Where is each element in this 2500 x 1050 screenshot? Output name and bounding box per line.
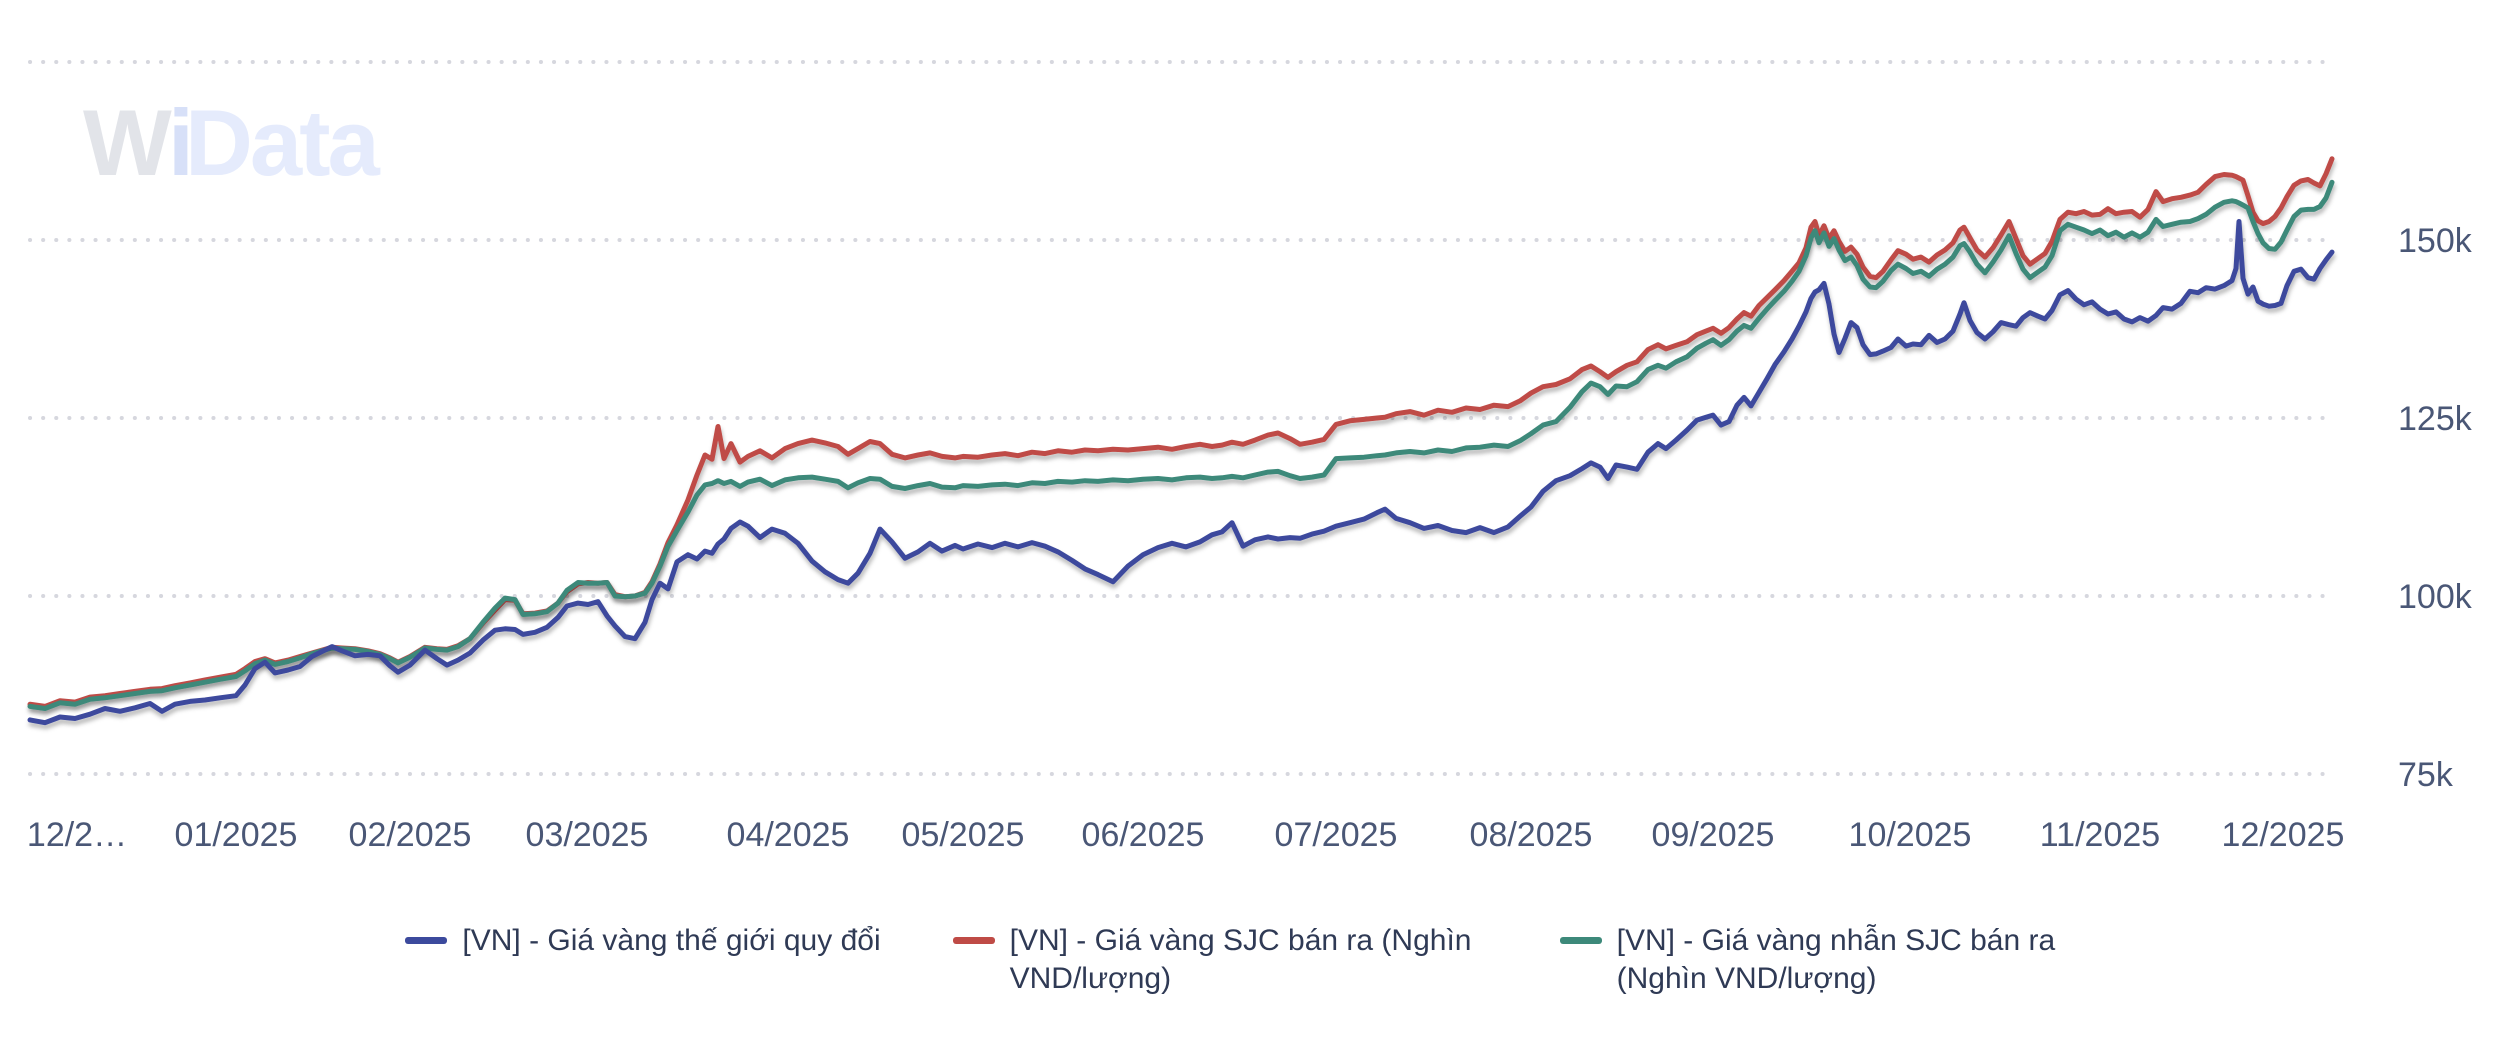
x-axis-label-122025: 12/2025 bbox=[2222, 816, 2345, 854]
watermark-word-data: Data bbox=[185, 90, 380, 195]
x-axis-label-032025: 03/2025 bbox=[526, 816, 649, 854]
watermark-letter-i: i bbox=[167, 90, 194, 195]
legend-item-world[interactable]: [VN] - Giá vàng thế giới quy đổi bbox=[405, 922, 881, 960]
legend-marker-sjc_bar bbox=[952, 937, 995, 944]
legend-item-sjc_ring[interactable]: [VN] - Giá vàng nhẫn SJC bán ra (Nghìn V… bbox=[1559, 922, 2095, 998]
legend-marker-world bbox=[405, 937, 448, 944]
x-axis-label-092025: 09/2025 bbox=[1652, 816, 1775, 854]
legend-marker-sjc_ring bbox=[1559, 937, 1602, 944]
series-line-sjc_ring bbox=[27, 179, 2335, 711]
y-axis-label-75k: 75k bbox=[2398, 756, 2454, 794]
y-axis-label-125k: 125k bbox=[2398, 400, 2473, 438]
x-axis-label-052025: 05/2025 bbox=[902, 816, 1025, 854]
y-axis-labels: 150k 125k 100k 75k bbox=[2398, 222, 2473, 794]
x-axis-label-102025: 10/2025 bbox=[1849, 816, 1972, 854]
y-axis-label-150k: 150k bbox=[2398, 222, 2473, 260]
x-axis-label-112025: 11/2025 bbox=[2040, 816, 2160, 854]
legend-label-sjc_ring: [VN] - Giá vàng nhẫn SJC bán ra (Nghìn V… bbox=[1616, 924, 2056, 995]
x-axis-label-022025: 02/2025 bbox=[349, 816, 472, 854]
y-axis-label-100k: 100k bbox=[2398, 578, 2473, 616]
legend-label-world: [VN] - Giá vàng thế giới quy đổi bbox=[462, 924, 881, 957]
chart-legend: [VN] - Giá vàng thế giới quy đổi [VN] - G… bbox=[0, 922, 2500, 998]
horizontal-gridlines bbox=[28, 60, 2337, 776]
legend-item-sjc_bar[interactable]: [VN] - Giá vàng SJC bán ra (Nghìn VND/lư… bbox=[952, 922, 1488, 998]
watermark-letter-w: W bbox=[83, 90, 171, 195]
series-lines bbox=[27, 156, 2335, 726]
x-axis-label-072025: 07/2025 bbox=[1275, 816, 1398, 854]
x-axis-label-082025: 08/2025 bbox=[1470, 816, 1593, 854]
widata-watermark: WiData bbox=[83, 96, 380, 190]
x-axis-label-012025: 01/2025 bbox=[175, 816, 298, 854]
x-axis-label-042025: 04/2025 bbox=[727, 816, 850, 854]
series-line-world bbox=[27, 219, 2335, 726]
x-axis-labels: 12/2… 01/2025 02/2025 03/2025 04/2025 05/2025… bbox=[27, 816, 2345, 854]
x-axis-label-062025: 06/2025 bbox=[1082, 816, 1205, 854]
series-line-sjc_bar bbox=[27, 156, 2335, 709]
x-axis-label-122: 12/2… bbox=[27, 816, 127, 854]
legend-label-sjc_bar: [VN] - Giá vàng SJC bán ra (Nghìn VND/lư… bbox=[1009, 924, 1472, 995]
